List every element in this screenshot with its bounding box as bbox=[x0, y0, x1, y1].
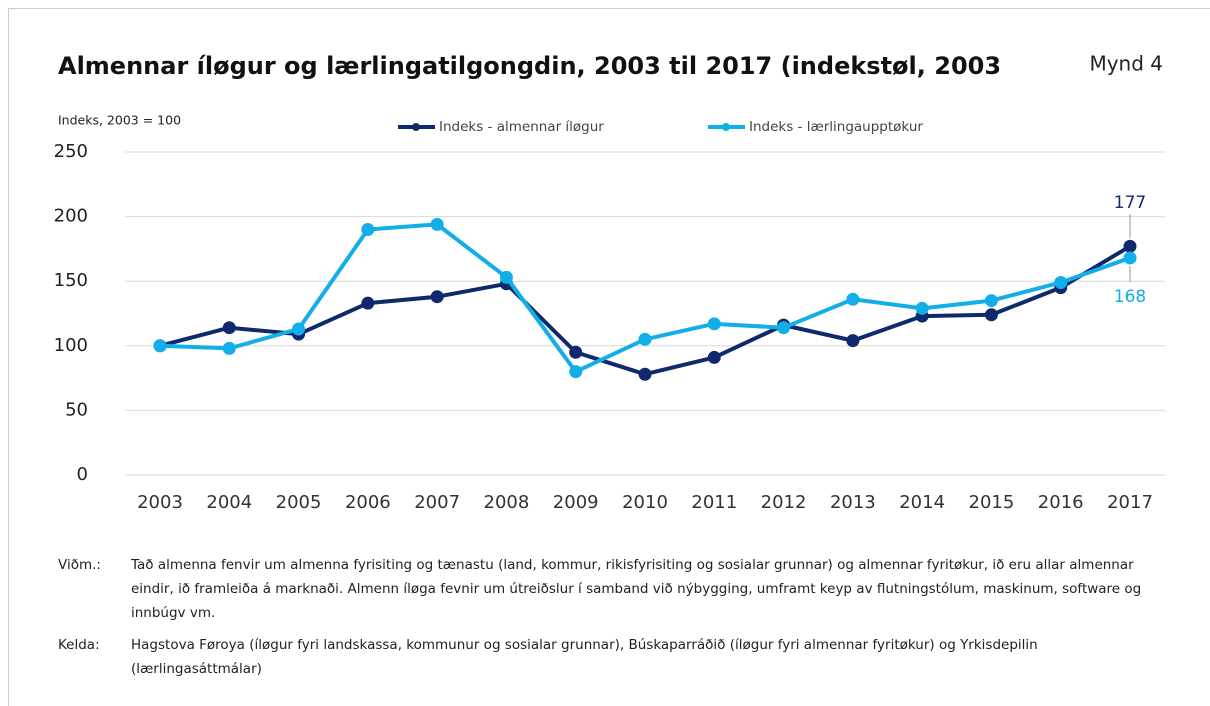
figure-label: Mynd 4 bbox=[1089, 52, 1163, 76]
point bbox=[638, 367, 652, 381]
point bbox=[1054, 275, 1068, 289]
point bbox=[569, 365, 583, 379]
x-tick-label: 2008 bbox=[484, 492, 530, 513]
x-tick-label: 2005 bbox=[276, 492, 322, 513]
y-tick-label: 100 bbox=[54, 335, 88, 356]
series-line bbox=[159, 244, 1132, 377]
series-line bbox=[159, 222, 1131, 374]
x-tick-label: 2011 bbox=[691, 492, 737, 513]
point bbox=[222, 341, 236, 355]
legend-marker bbox=[412, 123, 420, 131]
legend-label: Indeks - lærlingaupptøkur bbox=[749, 119, 923, 135]
point bbox=[361, 296, 375, 310]
legend-label: Indeks - almennar íløgur bbox=[439, 119, 604, 135]
note: Viðm.: Tað almenna fenvir um almenna fyr… bbox=[58, 553, 1168, 625]
x-tick-label: 2013 bbox=[830, 492, 876, 513]
x-tick-label: 2014 bbox=[899, 492, 945, 513]
x-tick-label: 2017 bbox=[1107, 492, 1153, 513]
x-tick-label: 2003 bbox=[137, 492, 183, 513]
data-label: 168 bbox=[1114, 287, 1146, 307]
y-tick-label: 150 bbox=[54, 270, 88, 291]
x-tick-label: 2009 bbox=[553, 492, 599, 513]
y-tick-label: 250 bbox=[54, 141, 88, 162]
point bbox=[292, 322, 306, 336]
y-axis-label: Indeks, 2003 = 100 bbox=[58, 113, 181, 128]
point bbox=[1123, 251, 1137, 265]
point bbox=[430, 290, 444, 304]
x-tick-label: 2004 bbox=[206, 492, 252, 513]
source: Kelda: Hagstova Føroya (íløgur fyri land… bbox=[58, 633, 1168, 681]
data-label: 177 bbox=[1114, 193, 1146, 213]
y-tick-label: 0 bbox=[77, 464, 88, 485]
point bbox=[984, 308, 998, 322]
x-tick-label: 2015 bbox=[969, 492, 1015, 513]
y-tick-label: 50 bbox=[65, 399, 88, 420]
point bbox=[707, 350, 721, 364]
point bbox=[153, 339, 167, 353]
chart-title: Almennar íløgur og lærlingatilgongdin, 2… bbox=[58, 52, 1082, 80]
point bbox=[361, 223, 375, 237]
x-tick-label: 2010 bbox=[622, 492, 668, 513]
x-tick-label: 2016 bbox=[1038, 492, 1084, 513]
point bbox=[915, 301, 929, 315]
note-label: Viðm.: bbox=[58, 557, 101, 573]
point bbox=[1123, 239, 1137, 253]
point bbox=[222, 321, 236, 335]
point bbox=[430, 217, 444, 231]
point bbox=[777, 321, 791, 335]
point bbox=[846, 334, 860, 348]
note-text: Tað almenna fenvir um almenna fyrisiting… bbox=[131, 557, 1142, 621]
source-label: Kelda: bbox=[58, 637, 100, 653]
point bbox=[984, 294, 998, 308]
point bbox=[499, 270, 513, 284]
point bbox=[638, 332, 652, 346]
point bbox=[846, 292, 860, 306]
x-tick-label: 2007 bbox=[414, 492, 460, 513]
source-text: Hagstova Føroya (íløgur fyri landskassa,… bbox=[131, 637, 1038, 677]
legend-marker bbox=[722, 123, 730, 131]
point bbox=[569, 345, 583, 359]
x-tick-label: 2012 bbox=[761, 492, 807, 513]
x-tick-label: 2006 bbox=[345, 492, 391, 513]
y-tick-label: 200 bbox=[54, 206, 88, 227]
point bbox=[707, 317, 721, 331]
